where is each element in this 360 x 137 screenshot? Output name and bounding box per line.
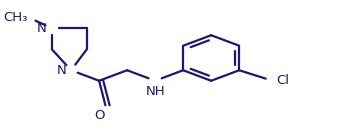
Text: N: N [37,22,47,35]
Text: CH₃: CH₃ [3,11,27,24]
Text: Cl: Cl [276,74,289,87]
Text: NH: NH [145,85,165,98]
Text: N: N [57,64,66,77]
Text: O: O [94,109,104,122]
